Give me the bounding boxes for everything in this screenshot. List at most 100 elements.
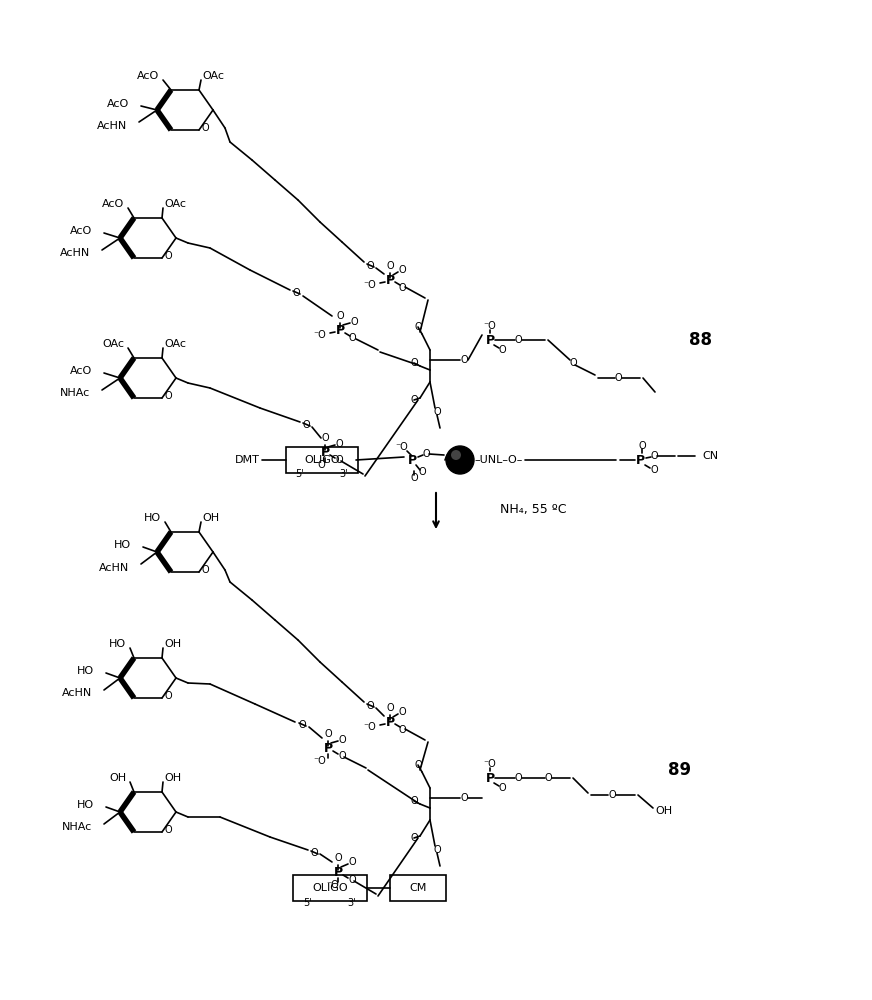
Text: O: O: [460, 793, 467, 803]
Text: ⁻O: ⁻O: [314, 460, 326, 470]
Text: OH: OH: [164, 639, 181, 649]
Text: P: P: [385, 716, 394, 728]
Text: OLIGO: OLIGO: [304, 455, 340, 465]
Text: HO: HO: [114, 540, 131, 550]
Text: O: O: [164, 825, 172, 835]
Text: 5': 5': [296, 469, 304, 479]
Text: O: O: [366, 701, 374, 711]
Text: O: O: [569, 358, 576, 368]
Text: O: O: [544, 773, 552, 783]
Text: ⁻O: ⁻O: [327, 880, 339, 890]
Text: O: O: [514, 773, 521, 783]
Text: O: O: [410, 473, 418, 483]
Text: O: O: [399, 707, 405, 717]
Text: OH: OH: [109, 773, 126, 783]
Text: P: P: [486, 772, 494, 784]
Text: O: O: [337, 311, 344, 321]
Text: CN: CN: [702, 451, 719, 461]
Text: O: O: [321, 433, 329, 443]
Text: O: O: [201, 565, 208, 575]
Text: O: O: [410, 358, 418, 368]
Text: ⁻O: ⁻O: [364, 722, 376, 732]
Text: O: O: [298, 720, 306, 730]
Text: P: P: [486, 334, 494, 347]
Text: NH₄, 55 ºC: NH₄, 55 ºC: [500, 504, 567, 516]
Text: O: O: [651, 465, 657, 475]
Text: O: O: [410, 395, 418, 405]
Text: OAc: OAc: [164, 339, 186, 349]
Text: O: O: [419, 467, 426, 477]
Text: O: O: [608, 790, 616, 800]
Text: O: O: [651, 451, 657, 461]
Text: O: O: [399, 265, 405, 275]
Text: OAc: OAc: [202, 71, 224, 81]
Text: O: O: [498, 783, 506, 793]
Text: O: O: [614, 373, 622, 383]
Text: P: P: [336, 324, 344, 336]
Text: CM: CM: [409, 883, 426, 893]
Text: HO: HO: [144, 513, 161, 523]
Text: O: O: [324, 729, 332, 739]
Text: O: O: [366, 261, 374, 271]
Text: OAc: OAc: [164, 199, 186, 209]
Text: O: O: [164, 691, 172, 701]
Text: O: O: [410, 796, 418, 806]
Text: OLIGO: OLIGO: [312, 883, 348, 893]
Text: O: O: [338, 751, 346, 761]
Text: AcHN: AcHN: [97, 121, 127, 131]
Text: ⁻O: ⁻O: [484, 759, 496, 769]
Text: O: O: [422, 449, 430, 459]
Text: 89: 89: [669, 761, 691, 779]
Text: 3': 3': [348, 898, 357, 908]
Text: O: O: [460, 355, 467, 365]
Text: HO: HO: [77, 666, 94, 676]
Text: OH: OH: [202, 513, 219, 523]
Text: O: O: [201, 123, 208, 133]
Text: ⁻O: ⁻O: [364, 280, 376, 290]
Text: O: O: [348, 333, 356, 343]
Text: O: O: [638, 441, 646, 451]
Text: O: O: [433, 407, 441, 417]
Circle shape: [451, 450, 461, 460]
Text: ⁻O: ⁻O: [314, 756, 326, 766]
Text: O: O: [410, 833, 418, 843]
Text: OH: OH: [164, 773, 181, 783]
Text: NHAc: NHAc: [60, 388, 90, 398]
Text: O: O: [348, 875, 356, 885]
Text: O: O: [399, 725, 405, 735]
Text: O: O: [414, 322, 422, 332]
Text: HO: HO: [109, 639, 126, 649]
Text: AcO: AcO: [70, 226, 92, 236]
Text: O: O: [386, 261, 394, 271]
Text: AcHN: AcHN: [60, 248, 90, 258]
Text: 88: 88: [689, 331, 712, 349]
Text: P: P: [636, 454, 644, 466]
FancyBboxPatch shape: [293, 875, 367, 901]
Text: AcO: AcO: [137, 71, 159, 81]
Text: O: O: [292, 288, 300, 298]
Text: P: P: [407, 454, 417, 466]
Text: ⁻O: ⁻O: [484, 321, 496, 331]
Text: OAc: OAc: [102, 339, 124, 349]
Text: O: O: [334, 853, 342, 863]
Text: DMT: DMT: [235, 455, 260, 465]
Text: HO: HO: [77, 800, 94, 810]
Text: AcHN: AcHN: [99, 563, 129, 573]
Text: O: O: [348, 857, 356, 867]
Text: O: O: [399, 283, 405, 293]
Text: O: O: [335, 439, 343, 449]
Text: O: O: [351, 317, 358, 327]
Text: OH: OH: [656, 806, 672, 816]
Text: AcO: AcO: [102, 199, 124, 209]
Text: O: O: [310, 848, 317, 858]
Text: O: O: [164, 391, 172, 401]
Text: P: P: [333, 865, 343, 879]
Circle shape: [446, 446, 474, 474]
Text: O: O: [335, 455, 343, 465]
Text: O: O: [433, 845, 441, 855]
Text: O: O: [514, 335, 521, 345]
Text: P: P: [320, 446, 330, 458]
Text: AcHN: AcHN: [62, 688, 92, 698]
Text: AcO: AcO: [70, 366, 92, 376]
Text: O: O: [414, 760, 422, 770]
